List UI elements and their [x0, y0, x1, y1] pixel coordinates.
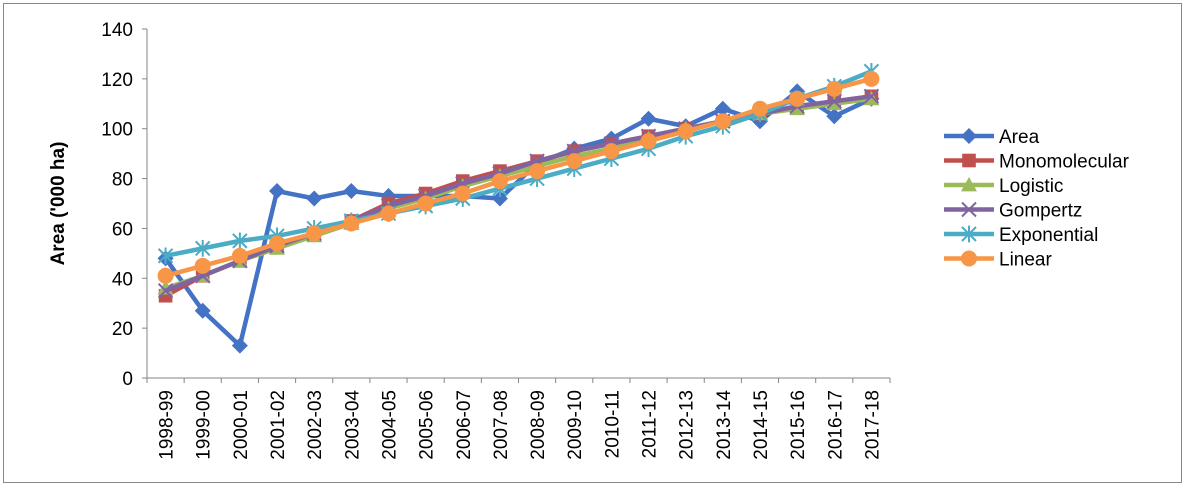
x-tick-label: 2006-07: [454, 390, 475, 460]
y-axis-ticks: 0 20 40 60 80 100 120 140: [101, 20, 147, 390]
data-point-area: [231, 337, 248, 354]
legend-item-gompertz: Gompertz: [944, 201, 1082, 222]
data-point-gompertz: [826, 93, 842, 110]
series-logistic: [157, 90, 880, 295]
data-point-linear: [380, 205, 397, 222]
x-tick-label: 2011-12: [640, 390, 661, 458]
data-point-area: [306, 190, 323, 207]
x-tick-label: 2008-09: [528, 390, 549, 460]
data-point-gompertz: [157, 283, 174, 299]
y-axis-title: Area ('000 ha): [48, 142, 69, 266]
y-tick-label: 80: [112, 170, 133, 191]
legend-item-logistic: Logistic: [944, 176, 1063, 197]
legend-item-linear: Linear: [944, 250, 1052, 271]
data-point-linear: [157, 267, 174, 284]
legend-item-exponential: Exponential: [944, 225, 1098, 246]
series-line-area: [163, 89, 873, 348]
x-tick-label: 2004-05: [379, 390, 400, 460]
legend-marker: [961, 201, 977, 218]
x-tick-label: 2005-06: [417, 390, 438, 460]
data-point-linear: [603, 143, 620, 160]
legend-marker: [962, 153, 976, 168]
data-point-linear: [529, 163, 546, 180]
data-point-exponential: [195, 239, 211, 257]
series-line-exponential: [165, 69, 873, 259]
data-point-linear: [863, 70, 880, 87]
data-point-linear: [491, 173, 508, 190]
series-gompertz: [157, 88, 880, 299]
data-point-exponential: [232, 232, 248, 250]
legend: Area Monomolecular Logistic Gompertz Exponen…: [944, 127, 1130, 271]
data-point-linear: [269, 235, 286, 252]
x-tick-label: 2003-04: [342, 390, 363, 460]
data-point-area: [343, 183, 360, 200]
y-tick-label: 40: [112, 269, 133, 290]
data-point-area: [194, 302, 211, 319]
legend-marker: [961, 250, 977, 267]
data-point-area: [491, 190, 508, 207]
y-tick-label: 0: [122, 369, 133, 390]
x-tick-label: 2015-16: [788, 390, 809, 460]
legend-marker: [961, 177, 977, 192]
x-tick-label: 2001-02: [268, 390, 289, 460]
y-tick-label: 60: [112, 219, 133, 240]
series-line-gompertz: [164, 94, 872, 293]
data-point-linear: [826, 80, 843, 97]
legend-marker: [961, 225, 977, 243]
x-tick-label: 2009-10: [565, 390, 586, 460]
line-chart: 0 20 40 60 80 100 120 140 1998-99 1999-00 2000-01…: [48, 20, 1130, 460]
x-tick-label: 2016-17: [825, 390, 846, 460]
data-point-linear: [343, 215, 360, 232]
data-point-area: [826, 108, 843, 125]
legend-label: Logistic: [999, 176, 1063, 197]
legend-marker: [961, 128, 977, 144]
data-point-gompertz: [863, 88, 880, 105]
x-tick-label: 2010-11: [602, 390, 623, 458]
data-point-linear: [194, 257, 211, 274]
series-layer: [157, 62, 880, 354]
data-point-area: [714, 100, 731, 117]
series-line-logistic: [164, 96, 872, 291]
data-point-linear: [454, 185, 471, 202]
legend-label: Area: [999, 127, 1040, 148]
y-tick-label: 20: [112, 319, 133, 340]
x-tick-label: 1998-99: [157, 390, 178, 460]
legend-label: Linear: [999, 250, 1052, 271]
x-tick-label: 2000-01: [231, 390, 252, 460]
data-point-linear: [417, 195, 434, 212]
x-tick-label: 1999-00: [194, 390, 215, 460]
x-tick-label: 2017-18: [862, 390, 883, 460]
chart-frame: 0 20 40 60 80 100 120 140 1998-99 1999-00 2000-01…: [3, 3, 1182, 483]
data-point-linear: [306, 225, 323, 242]
x-tick-label: 2014-15: [751, 390, 772, 460]
data-point-area: [269, 183, 286, 200]
legend-item-area: Area: [944, 127, 1040, 148]
data-point-linear: [231, 247, 248, 264]
y-tick-label: 140: [101, 20, 133, 41]
data-point-linear: [789, 90, 806, 107]
y-tick-label: 100: [101, 120, 133, 141]
series-area: [157, 83, 880, 354]
x-tick-label: 2013-14: [714, 390, 735, 460]
y-tick-label: 120: [101, 70, 133, 91]
x-tick-label: 2002-03: [305, 390, 326, 460]
legend-label: Monomolecular: [999, 152, 1130, 173]
legend-label: Gompertz: [999, 201, 1082, 222]
data-point-linear: [566, 153, 583, 170]
data-point-linear: [714, 113, 731, 130]
x-tick-label: 2007-08: [491, 390, 512, 460]
data-point-linear: [751, 100, 768, 117]
data-point-exponential: [157, 247, 174, 265]
legend-item-monomolecular: Monomolecular: [944, 152, 1130, 173]
x-tick-label: 2012-13: [677, 390, 698, 460]
data-point-area: [640, 110, 657, 127]
series-monomolecular: [158, 89, 879, 303]
data-point-linear: [640, 133, 657, 150]
data-point-linear: [677, 123, 694, 140]
series-line-monomolecular: [164, 94, 872, 298]
x-axis-ticks: 1998-99 1999-00 2000-01 2001-02 2002-03 2003-…: [146, 378, 891, 460]
series-linear: [157, 70, 880, 284]
legend-label: Exponential: [999, 225, 1098, 246]
